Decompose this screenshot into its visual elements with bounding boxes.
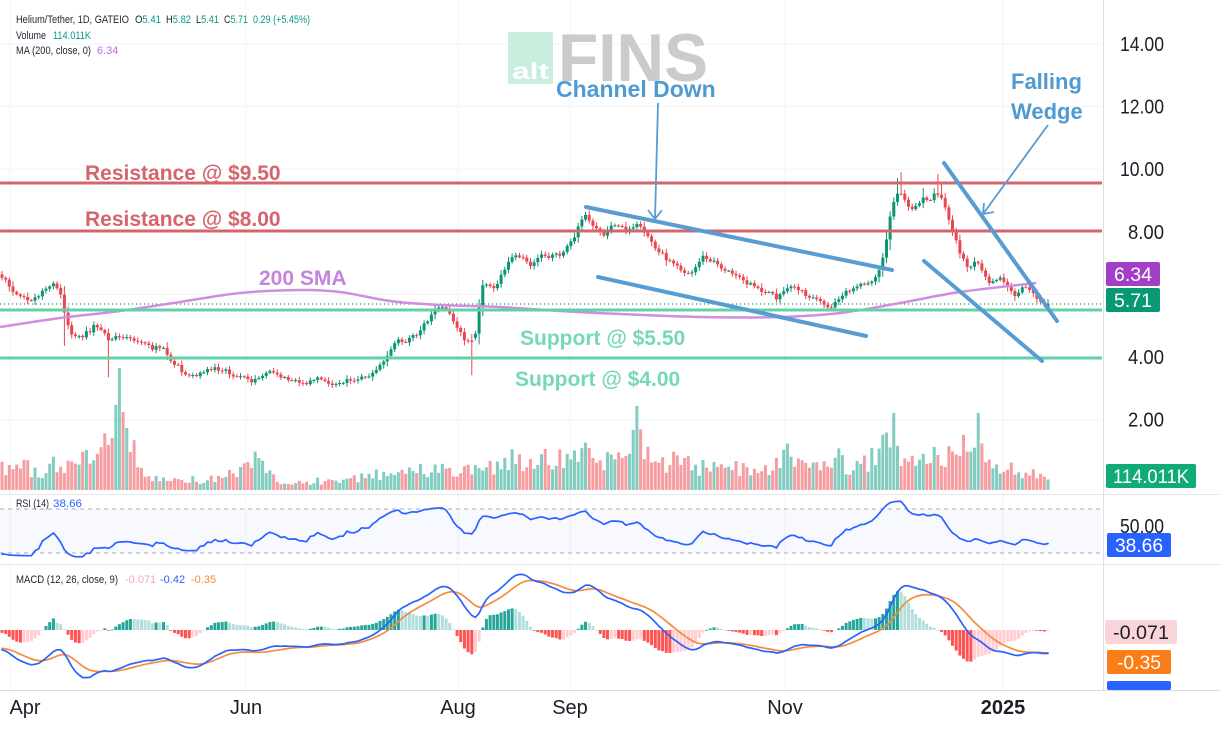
svg-text:Jun: Jun <box>230 697 262 719</box>
svg-text:RSI (14): RSI (14) <box>16 498 49 510</box>
svg-text:Sep: Sep <box>552 697 588 719</box>
svg-text:0.29 (+5.45%): 0.29 (+5.45%) <box>253 14 310 26</box>
svg-text:-0.071: -0.071 <box>125 574 156 586</box>
svg-text:Channel Down: Channel Down <box>556 76 716 102</box>
svg-text:Nov: Nov <box>767 697 803 719</box>
svg-text:114.011K: 114.011K <box>53 30 92 42</box>
svg-text:Volume: Volume <box>16 30 46 42</box>
svg-text:-0.071: -0.071 <box>1113 623 1169 644</box>
svg-text:MA (200, close, 0): MA (200, close, 0) <box>16 45 91 57</box>
svg-text:8.00: 8.00 <box>1128 222 1164 244</box>
svg-text:5.71: 5.71 <box>1114 291 1152 312</box>
svg-text:38.66: 38.66 <box>53 498 82 510</box>
svg-text:L5.41: L5.41 <box>196 14 219 26</box>
svg-text:Wedge: Wedge <box>1011 99 1083 124</box>
svg-text:Helium/Tether, 1D, GATEIO: Helium/Tether, 1D, GATEIO <box>16 14 129 26</box>
svg-text:O5.41: O5.41 <box>135 14 161 26</box>
svg-text:38.66: 38.66 <box>1115 536 1163 557</box>
svg-text:-0.35: -0.35 <box>1117 653 1161 674</box>
svg-text:6.34: 6.34 <box>97 45 118 57</box>
svg-text:10.00: 10.00 <box>1120 159 1164 181</box>
svg-text:Resistance @ $8.00: Resistance @ $8.00 <box>85 208 281 231</box>
svg-text:6.34: 6.34 <box>1114 265 1152 286</box>
svg-text:-0.35: -0.35 <box>191 574 216 586</box>
svg-text:-0.42: -0.42 <box>160 574 185 586</box>
svg-text:4.00: 4.00 <box>1128 347 1164 369</box>
svg-text:12.00: 12.00 <box>1120 97 1164 119</box>
svg-text:2.00: 2.00 <box>1128 410 1164 432</box>
svg-text:Support @ $5.50: Support @ $5.50 <box>520 327 685 350</box>
svg-text:H5.82: H5.82 <box>166 14 191 26</box>
svg-text:200 SMA: 200 SMA <box>259 267 347 290</box>
svg-text:Support @ $4.00: Support @ $4.00 <box>515 368 680 391</box>
svg-text:MACD (12, 26, close, 9): MACD (12, 26, close, 9) <box>16 574 118 586</box>
svg-text:Resistance @ $9.50: Resistance @ $9.50 <box>85 162 281 185</box>
svg-text:alt: alt <box>512 58 549 84</box>
svg-text:Apr: Apr <box>9 697 40 719</box>
svg-text:Aug: Aug <box>440 697 476 719</box>
svg-text:FINS: FINS <box>558 20 708 96</box>
svg-text:114.011K: 114.011K <box>1113 467 1189 488</box>
svg-text:Falling: Falling <box>1011 69 1082 94</box>
svg-text:50.00: 50.00 <box>1120 516 1164 538</box>
svg-text:C5.71: C5.71 <box>224 14 248 26</box>
svg-text:14.00: 14.00 <box>1120 34 1164 56</box>
svg-text:2025: 2025 <box>981 697 1026 719</box>
